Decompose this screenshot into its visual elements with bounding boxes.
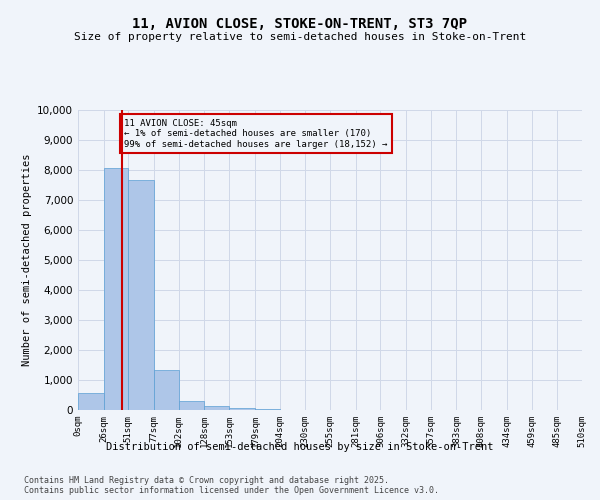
Bar xyxy=(78,392,104,410)
Bar xyxy=(154,370,179,410)
Text: 11, AVION CLOSE, STOKE-ON-TRENT, ST3 7QP: 11, AVION CLOSE, STOKE-ON-TRENT, ST3 7QP xyxy=(133,18,467,32)
Text: Size of property relative to semi-detached houses in Stoke-on-Trent: Size of property relative to semi-detach… xyxy=(74,32,526,42)
Y-axis label: Number of semi-detached properties: Number of semi-detached properties xyxy=(22,154,32,366)
Bar xyxy=(128,180,154,410)
Bar xyxy=(179,402,205,410)
Text: Distribution of semi-detached houses by size in Stoke-on-Trent: Distribution of semi-detached houses by … xyxy=(106,442,494,452)
Bar xyxy=(229,408,255,410)
Bar xyxy=(255,409,280,410)
Text: Contains HM Land Registry data © Crown copyright and database right 2025.
Contai: Contains HM Land Registry data © Crown c… xyxy=(24,476,439,495)
Bar xyxy=(104,168,128,410)
Bar xyxy=(205,406,229,410)
Text: 11 AVION CLOSE: 45sqm
← 1% of semi-detached houses are smaller (170)
99% of semi: 11 AVION CLOSE: 45sqm ← 1% of semi-detac… xyxy=(124,119,388,149)
